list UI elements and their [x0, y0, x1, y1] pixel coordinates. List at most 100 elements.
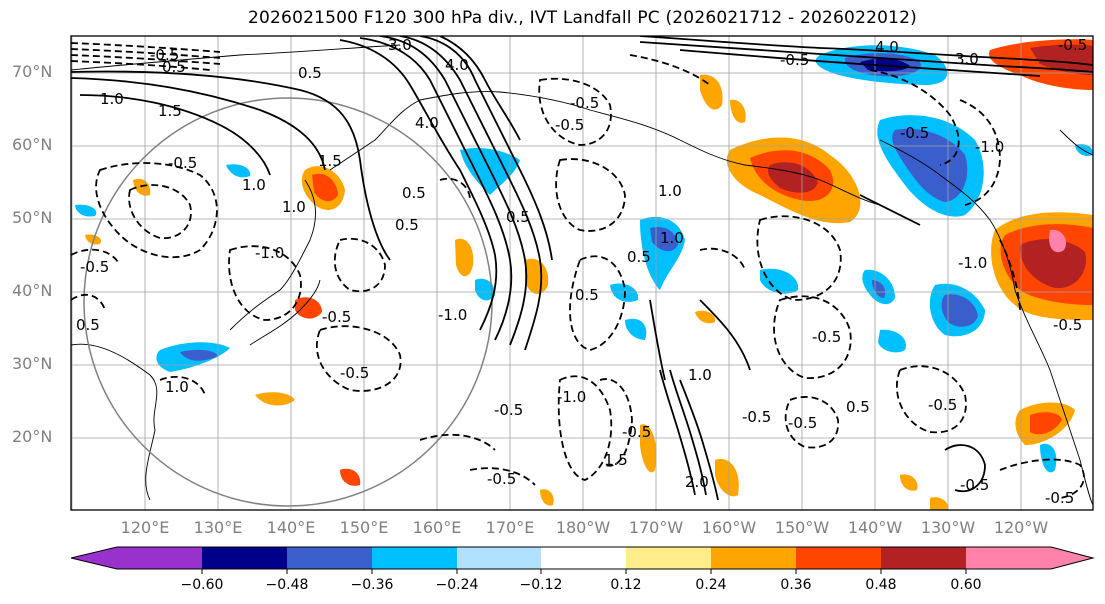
contour-label: -1.0	[255, 244, 284, 262]
shading-negative	[475, 278, 495, 301]
colorbar-cell	[202, 547, 287, 569]
shading-negative	[625, 318, 647, 340]
contour-label: 0.5	[298, 64, 322, 82]
colorbar-label: −0.60	[180, 577, 224, 593]
map-background	[71, 36, 1093, 510]
contour-label: -0.5	[340, 364, 369, 382]
contour-label: -0.5	[494, 401, 523, 419]
contour-label: -0.5	[487, 470, 516, 488]
contour-label: -1.0	[975, 138, 1004, 156]
shading-negative	[878, 329, 906, 353]
graticule	[71, 36, 1093, 510]
shading-negative	[760, 268, 799, 294]
colorbar-cell	[541, 547, 626, 569]
colorbar-label: 0.60	[950, 577, 982, 593]
shading-positive	[312, 173, 338, 202]
contours-positive	[71, 36, 1093, 501]
shading-positive	[85, 234, 101, 245]
lat-label: 40°N	[12, 281, 53, 300]
contour-label: 1.5	[158, 102, 182, 120]
contour-label: 0.5	[395, 216, 419, 234]
contour-label: 0.5	[402, 184, 426, 202]
colorbar-label: −0.48	[265, 577, 309, 593]
shading-layer	[75, 39, 1093, 510]
contour-label: -0.5	[622, 423, 651, 441]
contour-label: 1.0	[282, 198, 306, 216]
contour-label: 0.5	[846, 398, 870, 416]
shading-positive	[525, 258, 549, 295]
contour-label: -0.5	[742, 408, 771, 426]
contour-label: 3.0	[955, 50, 979, 68]
shading-positive	[133, 178, 151, 196]
colorbar	[70, 546, 1095, 574]
contour-label: 1.0	[658, 182, 682, 200]
contour-label: 4.0	[415, 114, 439, 132]
contour-label: -0.5	[1053, 316, 1082, 334]
shading-positive	[930, 497, 949, 510]
contour-label: 1.0	[688, 366, 712, 384]
contour-label: 1.0	[242, 176, 266, 194]
contour-label-group: 3.0 4.0 0.5 1.0 1.5 4.0 3.0 4.0 -0.5 1.0…	[76, 36, 1087, 507]
lon-label: 150°E	[339, 518, 389, 537]
shading-negative	[226, 164, 251, 178]
lon-label: 120°W	[993, 518, 1049, 537]
map-frame	[70, 35, 1094, 511]
lat-label: 20°N	[12, 427, 53, 446]
shading-positive	[455, 238, 474, 277]
map-title: 2026021500 F120 300 hPa div., IVT Landfa…	[248, 8, 917, 28]
lon-label: 170°W	[628, 518, 684, 537]
contour-label: 1.5	[318, 152, 342, 170]
lat-label: 60°N	[12, 135, 53, 154]
contour-label: 0.5	[76, 316, 100, 334]
shading-positive	[700, 74, 723, 110]
contour-label: 0.5	[162, 58, 186, 76]
contour-label: 2.0	[685, 473, 709, 491]
shading-positive	[295, 297, 322, 319]
contour-label: -0.5	[322, 308, 351, 326]
shading-positive	[695, 310, 716, 324]
contour-label: -0.5	[788, 414, 817, 432]
lon-label: 120°E	[120, 518, 170, 537]
shading-negative	[75, 204, 97, 217]
colorbar-cell	[966, 547, 1051, 569]
colorbar-cell	[117, 547, 202, 569]
colorbar-label: −0.24	[435, 577, 479, 593]
shading-positive	[900, 474, 918, 491]
shading-negative	[892, 128, 968, 202]
shading-negative	[180, 349, 218, 361]
lon-label: 130°W	[920, 518, 976, 537]
contour-label: 0.5	[506, 208, 530, 226]
lon-label: 160°W	[701, 518, 757, 537]
contour-label: 4.0	[875, 38, 899, 56]
contour-label: -0.5	[780, 51, 809, 69]
shading-positive	[340, 468, 361, 486]
contour-label: -1.0	[438, 306, 467, 324]
contour-label: -0.5	[555, 116, 584, 134]
colorbar-label: 0.24	[695, 577, 727, 593]
lat-label: 70°N	[12, 62, 53, 81]
contour-label: -0.5	[150, 46, 179, 64]
contour-label: -0.5	[168, 154, 197, 172]
contours-negative	[71, 42, 1085, 499]
contour-label: -0.5	[928, 396, 957, 414]
shading-negative	[941, 294, 978, 327]
colorbar-ticks	[201, 569, 967, 574]
shading-positive	[1030, 412, 1062, 435]
lon-label: 140°W	[847, 518, 903, 537]
contour-label: 1.0	[660, 229, 684, 247]
lat-label: 50°N	[12, 208, 53, 227]
colorbar-label: 0.12	[610, 577, 642, 593]
coastlines	[71, 44, 1093, 506]
contour-label: -1.0	[958, 254, 987, 272]
lat-label: 30°N	[12, 354, 53, 373]
shading-positive	[540, 489, 554, 506]
shading-negative	[1040, 443, 1057, 473]
colorbar-cell	[796, 547, 881, 569]
contour-label: -1.0	[557, 388, 586, 406]
colorbar-cell	[372, 547, 457, 569]
contour-label: 0.5	[575, 286, 599, 304]
colorbar-cell	[71, 547, 117, 569]
colorbar-cell	[1051, 547, 1093, 569]
contour-label: 1.5	[604, 451, 628, 469]
